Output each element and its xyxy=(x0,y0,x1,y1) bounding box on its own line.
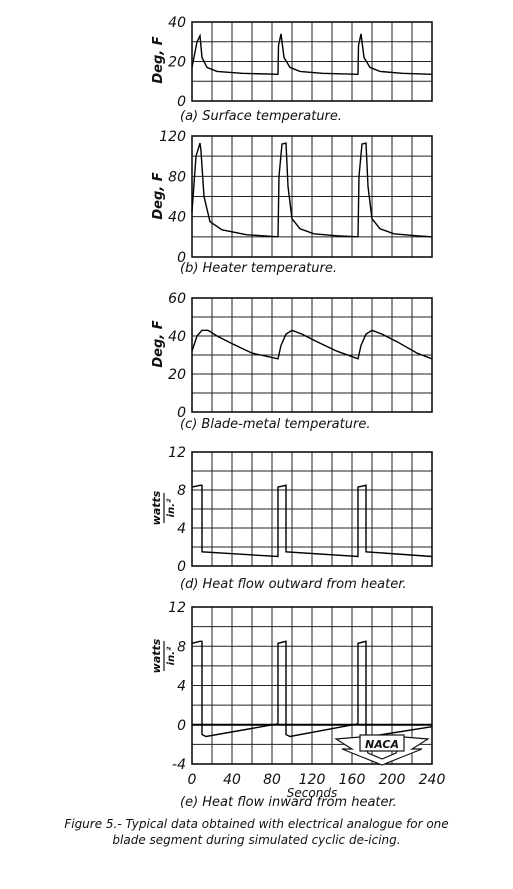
x-tick-label: 160 xyxy=(339,772,366,788)
y-tick-label: 40 xyxy=(168,210,186,226)
y-tick-label: 80 xyxy=(168,169,186,185)
y-tick-label: 0 xyxy=(177,94,186,110)
y-label-text: Deg, F xyxy=(151,36,166,83)
chart-grid xyxy=(192,22,432,101)
y-label-denominator: in.² xyxy=(166,646,177,665)
y-axis-label: watts in.² xyxy=(150,490,177,525)
plot-frame xyxy=(191,297,433,413)
panel-caption: (a) Surface temperature. xyxy=(180,109,342,124)
y-tick-label: 40 xyxy=(168,15,186,31)
y-tick-label: 20 xyxy=(168,367,186,383)
y-axis-label: Deg, F xyxy=(151,36,166,83)
plot-frame xyxy=(191,21,433,102)
panel-caption: (b) Heater temperature. xyxy=(180,261,337,276)
chart-grid xyxy=(192,298,432,412)
caption-line-1: Figure 5.- Typical data obtained with el… xyxy=(64,817,449,831)
y-label-text: Deg, F xyxy=(151,320,166,367)
y-tick-label: 12 xyxy=(168,600,186,616)
y-tick-label: 8 xyxy=(177,639,186,655)
chart-b: 0 40 80 120 Deg, F (b) Heater temperature. xyxy=(151,129,433,276)
y-label-numerator: watts xyxy=(150,638,163,673)
y-tick-label: 0 xyxy=(177,250,186,266)
panel-caption: (d) Heat flow outward from heater. xyxy=(180,577,406,592)
y-axis-label: watts in.² xyxy=(150,638,177,673)
y-axis-label: Deg, F xyxy=(151,172,166,219)
naca-logo-text: NACA xyxy=(365,738,399,751)
naca-box xyxy=(359,734,405,752)
y-label-text: Deg, F xyxy=(151,172,166,219)
y-tick-label: 4 xyxy=(177,521,186,537)
x-tick-label: 40 xyxy=(223,772,241,788)
y-tick-label: 0 xyxy=(177,718,186,734)
figure-caption: Figure 5.- Typical data obtained with el… xyxy=(0,816,513,848)
x-axis-label: Seconds xyxy=(287,786,337,800)
x-axis: 0 40 80 120 160 200 240 Seconds xyxy=(188,772,446,800)
series-line xyxy=(191,329,433,360)
naca-logo: NACA xyxy=(334,734,430,766)
y-axis-label: Deg, F xyxy=(151,320,166,367)
y-tick-label: 20 xyxy=(168,55,186,71)
caption-line-2: blade segment during simulated cyclic de… xyxy=(112,833,401,847)
series-line xyxy=(191,484,433,558)
x-tick-label: 80 xyxy=(263,772,281,788)
y-tick-label: 8 xyxy=(177,483,186,499)
x-tick-label: 0 xyxy=(188,772,197,788)
y-tick-label: 12 xyxy=(168,445,186,461)
panel-caption: (c) Blade-metal temperature. xyxy=(180,417,370,432)
y-tick-label: 4 xyxy=(177,679,186,695)
panel-caption: (e) Heat flow inward from heater. xyxy=(180,795,397,810)
series-line xyxy=(191,142,433,238)
chart-grid xyxy=(192,452,432,566)
series-line xyxy=(191,640,433,738)
plot-frame xyxy=(191,451,433,567)
naca-wings-icon xyxy=(334,736,430,766)
chart-grid xyxy=(192,136,432,257)
y-label-denominator: in.² xyxy=(166,498,177,517)
y-tick-label: 0 xyxy=(177,559,186,575)
y-tick-label: 60 xyxy=(168,291,186,307)
plot-frame xyxy=(191,606,433,765)
y-tick-label: 0 xyxy=(177,405,186,421)
chart-d: 0 4 8 12 watts in.² (d) Heat flow outward from… xyxy=(150,445,433,592)
y-tick-label: 40 xyxy=(168,329,186,345)
y-tick-label: -4 xyxy=(172,757,186,773)
y-label-numerator: watts xyxy=(150,490,163,525)
x-tick-label: 200 xyxy=(379,772,406,788)
y-tick-label: 120 xyxy=(159,129,186,145)
x-tick-label: 120 xyxy=(299,772,326,788)
x-tick-label: 240 xyxy=(419,772,446,788)
plot-frame xyxy=(191,135,433,258)
series-line xyxy=(191,33,433,76)
